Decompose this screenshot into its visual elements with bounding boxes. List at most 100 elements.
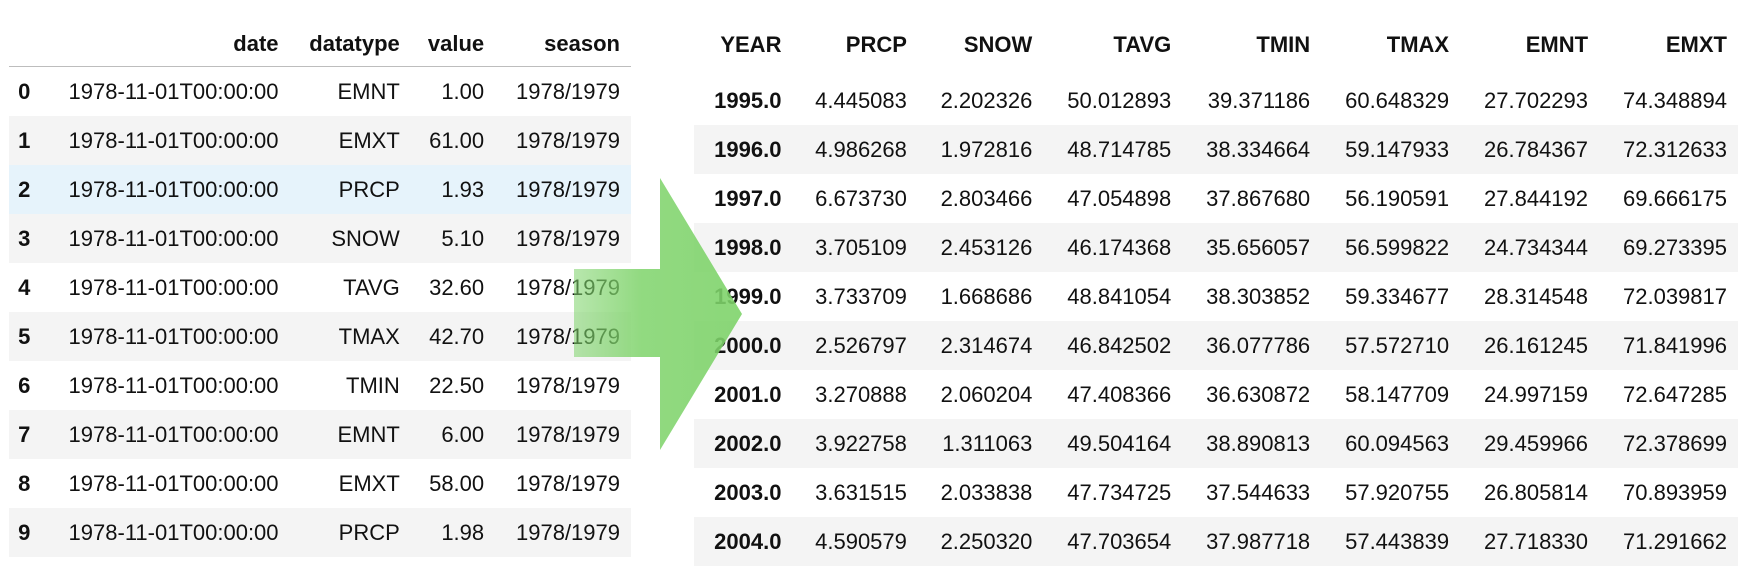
value-cell: 5.10	[441, 225, 485, 251]
value-cell: 32.60	[429, 274, 485, 300]
tmax-cell: 56.599822	[1345, 234, 1450, 260]
header-row: date datatype value season	[9, 22, 631, 67]
date-cell: 1978-11-01T00:00:00	[68, 421, 279, 447]
emnt-cell: 26.805814	[1484, 479, 1589, 505]
prcp-cell: 3.705109	[815, 234, 907, 260]
tavg-cell: 47.408366	[1067, 381, 1172, 407]
season-cell: 1978/1979	[516, 519, 620, 545]
year-cell: 1996.0	[714, 136, 782, 162]
row-index: 8	[18, 470, 31, 496]
tavg-cell: 47.703654	[1067, 528, 1172, 554]
snow-column-header: SNOW	[963, 32, 1033, 57]
date-cell: 1978-11-01T00:00:00	[68, 127, 279, 153]
snow-cell: 1.311063	[942, 430, 1033, 456]
year-cell: 1995.0	[714, 87, 782, 113]
emxt-cell: 72.312633	[1623, 136, 1727, 162]
table-row: 2004.0 4.590579 2.250320 47.703654 37.987718…	[694, 517, 1738, 566]
year-cell: 2001.0	[714, 381, 782, 407]
table-row: 2 1978-11-01T00:00:00 PRCP 1.93 1978/1979	[9, 165, 631, 214]
emnt-cell: 29.459966	[1484, 430, 1589, 456]
datatype-column-header: datatype	[309, 31, 400, 56]
table-row: 2001.0 3.270888 2.060204 47.408366 36.630872…	[694, 370, 1738, 419]
emxt-cell: 72.647285	[1623, 381, 1727, 407]
snow-cell: 2.202326	[940, 87, 1033, 113]
snow-cell: 2.060204	[940, 381, 1033, 407]
emnt-cell: 26.161245	[1484, 332, 1589, 358]
tmin-cell: 35.656057	[1206, 234, 1311, 260]
row-index: 1	[18, 127, 31, 153]
row-index: 6	[18, 372, 31, 398]
value-cell: 58.00	[429, 470, 485, 496]
prcp-cell: 6.673730	[815, 185, 907, 211]
season-cell: 1978/1979	[516, 274, 620, 300]
table-row: 1997.0 6.673730 2.803466 47.054898 37.867680…	[694, 174, 1738, 223]
date-cell: 1978-11-01T00:00:00	[68, 225, 279, 251]
season-cell: 1978/1979	[516, 323, 620, 349]
wide-format-table-body: 1995.0 4.445083 2.202326 50.012893 39.371186…	[694, 76, 1738, 566]
table-row: 3 1978-11-01T00:00:00 SNOW 5.10 1978/1979	[9, 214, 631, 263]
date-cell: 1978-11-01T00:00:00	[68, 323, 279, 349]
prcp-column-header: PRCP	[845, 32, 907, 57]
emxt-cell: 72.378699	[1623, 430, 1727, 456]
tmin-cell: 39.371186	[1207, 87, 1311, 113]
tmax-cell: 60.648329	[1345, 87, 1450, 113]
tavg-cell: 46.842502	[1067, 332, 1172, 358]
table-row: 1996.0 4.986268 1.972816 48.714785 38.334664…	[694, 125, 1738, 174]
year-column-header: YEAR	[720, 32, 782, 57]
year-cell: 2003.0	[714, 479, 782, 505]
season-cell: 1978/1979	[516, 372, 620, 398]
prcp-cell: 4.986268	[815, 136, 907, 162]
tmin-cell: 38.334664	[1206, 136, 1311, 162]
year-cell: 1999.0	[714, 283, 782, 309]
header-row: YEAR PRCP SNOW TAVG TMIN TMAX EMNT EMXT	[694, 22, 1738, 76]
row-index: 5	[18, 323, 31, 349]
season-cell: 1978/1979	[516, 470, 620, 496]
index-column-header	[9, 22, 39, 67]
value-cell: 61.00	[429, 127, 485, 153]
emxt-cell: 71.291662	[1623, 528, 1727, 554]
prcp-cell: 4.590579	[815, 528, 907, 554]
emxt-cell: 74.348894	[1623, 87, 1727, 113]
table-row: 7 1978-11-01T00:00:00 EMNT 6.00 1978/1979	[9, 410, 631, 459]
value-cell: 1.93	[441, 176, 485, 202]
table-row: 1999.0 3.733709 1.668686 48.841054 38.303852…	[694, 272, 1738, 321]
date-cell: 1978-11-01T00:00:00	[68, 78, 279, 104]
emnt-cell: 26.784367	[1484, 136, 1589, 162]
datatype-cell: TMIN	[346, 372, 400, 398]
tmin-cell: 38.890813	[1206, 430, 1311, 456]
emnt-column-header: EMNT	[1525, 32, 1589, 57]
tmin-cell: 36.630872	[1206, 381, 1311, 407]
tmax-cell: 59.334677	[1345, 283, 1450, 309]
season-cell: 1978/1979	[516, 78, 620, 104]
tmax-cell: 57.443839	[1345, 528, 1450, 554]
tmin-cell: 36.077786	[1206, 332, 1311, 358]
prcp-cell: 4.445083	[815, 87, 907, 113]
tavg-cell: 48.714785	[1067, 136, 1172, 162]
prcp-cell: 3.733709	[815, 283, 907, 309]
year-cell: 2000.0	[714, 332, 782, 358]
emnt-cell: 27.718330	[1484, 528, 1589, 554]
datatype-cell: EMXT	[338, 127, 400, 153]
tmax-cell: 57.572710	[1345, 332, 1450, 358]
snow-cell: 1.668686	[940, 283, 1033, 309]
table-row: 2003.0 3.631515 2.033838 47.734725 37.544633…	[694, 468, 1738, 517]
tavg-cell: 50.012893	[1067, 87, 1172, 113]
datatype-cell: TAVG	[343, 274, 400, 300]
tmin-cell: 38.303852	[1206, 283, 1311, 309]
tmin-cell: 37.544633	[1206, 479, 1311, 505]
row-index: 3	[18, 225, 31, 251]
tmax-cell: 58.147709	[1345, 381, 1450, 407]
datatype-cell: PRCP	[338, 176, 400, 202]
long-format-table-body: 0 1978-11-01T00:00:00 EMNT 1.00 1978/1979 1 19…	[9, 66, 631, 557]
emxt-cell: 69.273395	[1623, 234, 1727, 260]
emxt-cell: 71.841996	[1623, 332, 1727, 358]
year-cell: 2004.0	[714, 528, 782, 554]
value-cell: 42.70	[429, 323, 485, 349]
year-cell: 2002.0	[714, 430, 782, 456]
date-cell: 1978-11-01T00:00:00	[68, 176, 279, 202]
date-cell: 1978-11-01T00:00:00	[68, 372, 279, 398]
table-row: 4 1978-11-01T00:00:00 TAVG 32.60 1978/1979	[9, 263, 631, 312]
date-cell: 1978-11-01T00:00:00	[68, 274, 279, 300]
tavg-cell: 47.734725	[1067, 479, 1172, 505]
tmax-cell: 57.920755	[1345, 479, 1450, 505]
